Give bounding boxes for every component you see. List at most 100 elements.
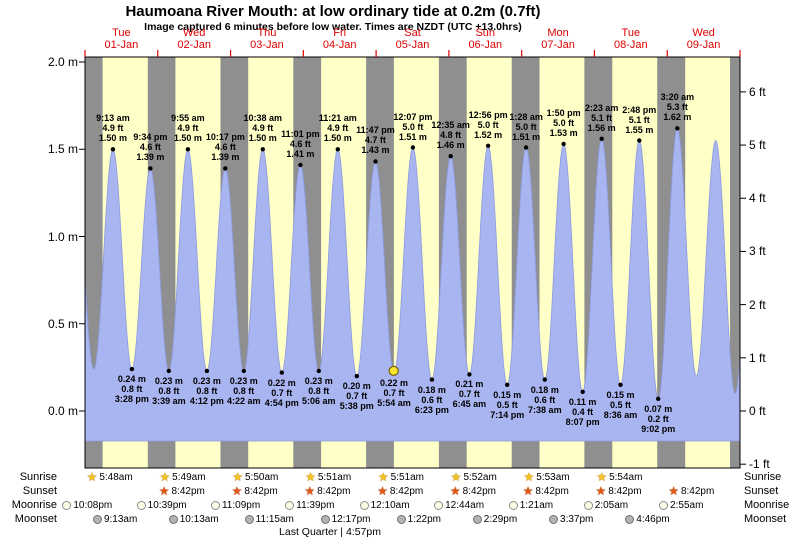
feet-axis-label: 6 ft bbox=[749, 84, 766, 99]
high-tide-annotation: 12:35 am 4.8 ft 1.46 m bbox=[431, 120, 470, 151]
day-label: Sat 05-Jan bbox=[395, 27, 430, 51]
low-tide-annotation: 0.21 m 0.7 ft 6:45 am bbox=[452, 379, 487, 410]
day-label: Tue 08-Jan bbox=[614, 27, 648, 51]
moonrise-time: 11:39pm bbox=[296, 500, 335, 511]
moonset-marker: 4:46pm bbox=[625, 513, 670, 526]
sunrise-time: 5:51am bbox=[317, 472, 352, 483]
meters-axis-label: 0.5 m bbox=[47, 316, 78, 331]
moonset-marker: 10:13am bbox=[168, 513, 219, 526]
high-tide-annotation: 10:38 am 4.9 ft 1.50 m bbox=[243, 113, 283, 144]
moonrise-moon-icon bbox=[285, 501, 295, 510]
high-tide-annotation: 2:48 pm 5.1 ft 1.55 m bbox=[622, 104, 657, 135]
high-tide-annotation: 12:56 pm 5.0 ft 1.52 m bbox=[468, 109, 508, 140]
sunset-marker: ★ 8:42pm bbox=[595, 485, 641, 498]
sunset-time: 8:42pm bbox=[462, 486, 496, 497]
moonrise-moon-icon bbox=[434, 501, 444, 510]
sunset-marker: ★ 8:42pm bbox=[450, 485, 496, 498]
moonrise-moon-icon bbox=[210, 501, 220, 510]
high-tide-annotation: 9:13 am 4.9 ft 1.50 m bbox=[96, 113, 130, 144]
moonrise-moon-icon bbox=[583, 501, 593, 510]
low-tide-annotation: 0.23 m 0.8 ft 5:06 am bbox=[302, 375, 336, 406]
low-tide-annotation: 0.22 m 0.7 ft 4:54 pm bbox=[264, 377, 299, 408]
low-tide-annotation: 0.23 m 0.8 ft 4:12 pm bbox=[189, 375, 224, 406]
low-tide-annotation: 0.23 m 0.8 ft 3:39 am bbox=[152, 375, 186, 406]
high-tide-dot bbox=[110, 147, 116, 152]
low-tide-dot bbox=[279, 370, 284, 375]
sunrise-star-icon: ★ bbox=[523, 470, 535, 484]
moonset-time: 2:29pm bbox=[483, 514, 518, 525]
sunrise-star-icon: ★ bbox=[305, 470, 316, 484]
moonset-moon-icon bbox=[396, 515, 406, 524]
moonrise-row-label-left: Moonrise bbox=[11, 499, 57, 511]
low-tide-dot bbox=[129, 366, 135, 372]
low-tide-annotation: 0.18 m 0.6 ft 6:23 pm bbox=[414, 384, 449, 415]
sunset-time: 8:42pm bbox=[244, 486, 278, 497]
moonset-time: 4:46pm bbox=[636, 514, 670, 525]
sunset-marker: ★ 8:42pm bbox=[668, 485, 714, 498]
sunset-marker: ★ 8:42pm bbox=[159, 485, 205, 498]
low-tide-dot bbox=[429, 377, 435, 382]
moonrise-row-label-right: Moonrise bbox=[744, 499, 790, 511]
sunset-marker: ★ 8:42pm bbox=[377, 485, 423, 498]
moonset-time: 1:22pm bbox=[407, 514, 441, 525]
low-tide-dot bbox=[618, 382, 623, 387]
high-tide-dot bbox=[148, 166, 153, 171]
moonset-marker: 1:22pm bbox=[396, 513, 441, 526]
low-tide-annotation: 0.22 m 0.7 ft 5:54 am bbox=[377, 377, 411, 408]
sunrise-marker: ★ 5:51am bbox=[378, 471, 424, 484]
low-tide-dot bbox=[580, 389, 585, 394]
sunrise-time: 5:50am bbox=[245, 472, 279, 483]
sunrise-row-label-left: Sunrise bbox=[19, 471, 57, 483]
moonrise-marker: 2:55am bbox=[659, 499, 703, 512]
moonrise-marker: 2:05am bbox=[583, 499, 628, 512]
meters-axis-label: 2.0 m bbox=[47, 55, 78, 69]
high-tide-dot bbox=[485, 143, 491, 148]
moonset-row-label-left: Moonset bbox=[14, 513, 57, 525]
sunset-time: 8:42pm bbox=[171, 486, 205, 497]
moonrise-moon-icon bbox=[508, 501, 518, 510]
sunset-time: 8:42pm bbox=[535, 486, 569, 497]
moonrise-time: 12:44am bbox=[445, 500, 485, 511]
sunrise-star-icon: ★ bbox=[377, 470, 389, 484]
sunset-star-icon: ★ bbox=[522, 484, 534, 498]
moonrise-marker: 12:10am bbox=[359, 499, 410, 512]
sunrise-star-icon: ★ bbox=[159, 470, 171, 484]
high-tide-dot bbox=[561, 141, 566, 147]
sunset-time: 8:42pm bbox=[389, 486, 424, 497]
feet-axis-label: 5 ft bbox=[749, 138, 766, 153]
moonrise-marker: 11:39pm bbox=[285, 499, 334, 512]
sunrise-row-label-right: Sunrise bbox=[744, 471, 782, 483]
sunrise-star-icon: ★ bbox=[596, 470, 608, 484]
low-tide-dot bbox=[467, 372, 472, 377]
high-tide-dot bbox=[223, 166, 228, 171]
moonrise-time: 12:10am bbox=[370, 500, 410, 511]
moonset-moon-icon bbox=[625, 515, 635, 524]
feet-axis-label: 4 ft bbox=[749, 191, 766, 206]
high-tide-annotation: 9:55 am 4.9 ft 1.50 m bbox=[171, 113, 205, 144]
moonset-moon-icon bbox=[168, 515, 178, 524]
meters-axis-label: 1.0 m bbox=[47, 229, 78, 244]
high-tide-annotation: 10:17 pm 4.6 ft 1.39 m bbox=[205, 132, 245, 163]
moonrise-time: 10:39pm bbox=[147, 500, 187, 511]
sunrise-time: 5:53am bbox=[536, 472, 570, 483]
high-tide-dot bbox=[185, 147, 191, 152]
day-label: Fri 04-Jan bbox=[322, 27, 357, 51]
feet-axis-label: -1 ft bbox=[749, 457, 770, 472]
meters-axis-label: 0.0 m bbox=[47, 404, 78, 418]
moonrise-time: 11:09pm bbox=[221, 500, 261, 511]
moonrise-moon-icon bbox=[659, 501, 669, 510]
sunset-star-icon: ★ bbox=[158, 484, 170, 498]
day-label: Wed 02-Jan bbox=[177, 27, 211, 51]
sunset-star-icon: ★ bbox=[377, 484, 388, 498]
moonset-moon-icon bbox=[472, 515, 482, 524]
sunrise-star-icon: ★ bbox=[232, 470, 243, 484]
sunrise-time: 5:48am bbox=[99, 472, 133, 483]
feet-axis-label: 1 ft bbox=[749, 350, 766, 365]
high-tide-dot bbox=[260, 147, 265, 152]
low-tide-dot bbox=[505, 382, 510, 387]
current-time-marker bbox=[388, 365, 399, 376]
high-tide-dot bbox=[599, 136, 604, 141]
high-tide-dot bbox=[335, 147, 340, 152]
moonrise-marker: 10:08pm bbox=[62, 499, 112, 512]
low-tide-annotation: 0.11 m 0.4 ft 8:07 pm bbox=[565, 396, 600, 427]
